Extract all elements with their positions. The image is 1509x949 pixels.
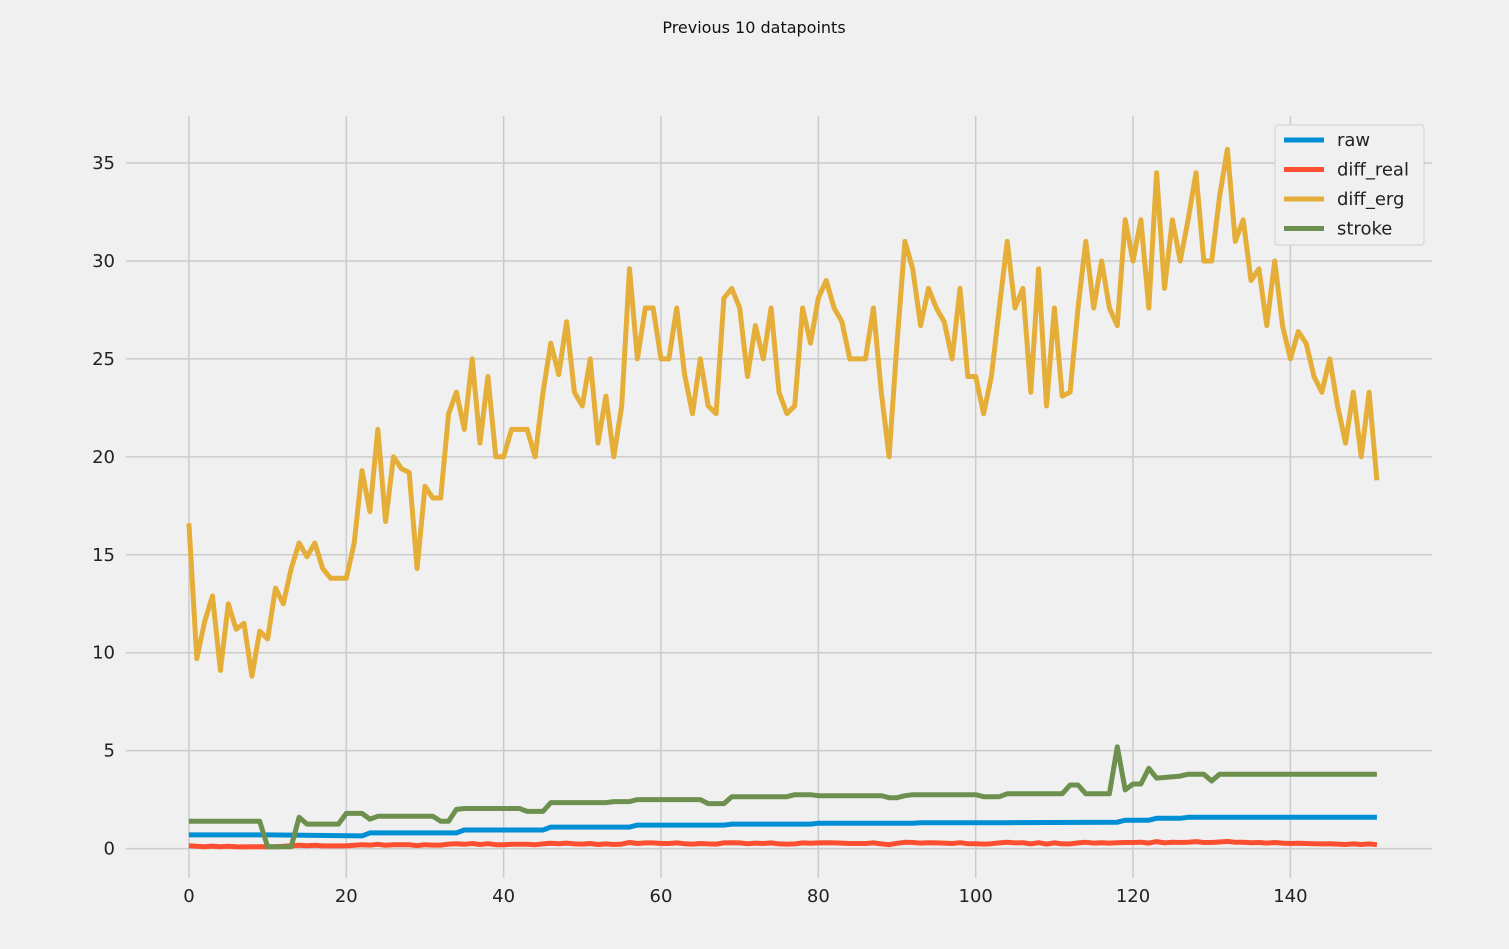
- legend-label: stroke: [1337, 219, 1392, 240]
- x-tick-label: 80: [807, 886, 830, 907]
- x-tick-label: 20: [335, 886, 358, 907]
- axis-tick-labels: 0 20 40 60 80 100 120 140 0 5 10 15 20 25 30 35: [92, 153, 1307, 907]
- y-tick-label: 30: [92, 251, 115, 272]
- series-line-diff-real: [188, 838, 1378, 850]
- x-tick-label: 60: [650, 886, 673, 907]
- series-line-stroke: [188, 744, 1377, 850]
- x-tick-label: 140: [1273, 886, 1307, 907]
- y-tick-label: 10: [92, 643, 115, 664]
- legend-box: [1274, 124, 1425, 246]
- y-tick-label: 5: [104, 741, 115, 762]
- legend-label: diff_real: [1337, 160, 1409, 181]
- x-tick-label: 120: [1116, 886, 1150, 907]
- series-line-diff-erg: [186, 146, 1380, 679]
- y-tick-label: 20: [92, 447, 115, 468]
- x-tick-label: 100: [959, 886, 993, 907]
- y-tick-label: 15: [92, 545, 115, 566]
- series-lines: [186, 146, 1380, 850]
- legend-label: diff_erg: [1337, 189, 1404, 210]
- legend-label: raw: [1337, 130, 1370, 151]
- y-tick-label: 35: [92, 153, 115, 174]
- y-tick-label: 0: [104, 839, 115, 860]
- y-tick-label: 25: [92, 349, 115, 370]
- grid: [126, 116, 1432, 878]
- x-tick-label: 0: [183, 886, 194, 907]
- chart-title: Previous 10 datapoints: [662, 18, 845, 37]
- series-line-raw: [188, 814, 1377, 839]
- x-tick-label: 40: [492, 886, 515, 907]
